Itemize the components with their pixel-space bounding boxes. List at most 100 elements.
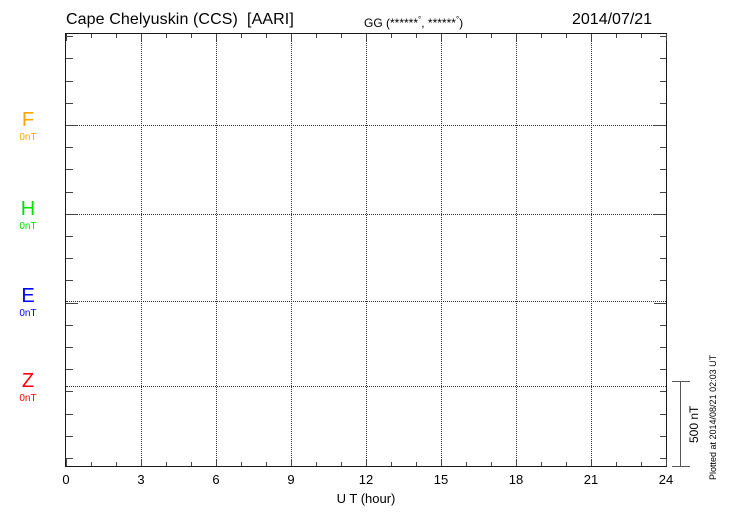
component-letter: F	[21, 109, 35, 131]
y-minor-tick-right	[660, 347, 666, 348]
geographic-coordinates: GG (******°, ******°)	[364, 15, 463, 30]
x-minor-tick-top	[391, 34, 392, 38]
x-major-tick-top	[366, 34, 367, 41]
y-minor-tick	[66, 103, 73, 104]
component-baseline-unit: 0nT	[19, 221, 37, 232]
y-baseline-tick-right	[654, 303, 666, 304]
component-baseline-unit: 0nT	[19, 132, 37, 143]
component-label-e: E 0nT	[2, 286, 62, 320]
coords-latitude: ******	[390, 16, 419, 30]
x-tick-label: 12	[358, 472, 374, 487]
y-baseline-tick-right	[654, 214, 666, 215]
x-major-tick	[366, 459, 367, 466]
y-minor-tick	[66, 280, 73, 281]
y-minor-tick	[66, 58, 73, 59]
x-minor-tick	[116, 462, 117, 466]
x-major-tick	[216, 459, 217, 466]
y-minor-tick	[66, 81, 73, 82]
component-label-h: H 0nT	[2, 199, 62, 233]
x-major-tick-top	[141, 34, 142, 41]
plotted-at-timestamp: Plotted at 2014/08/21 02:03 UT	[708, 354, 718, 480]
y-minor-tick	[66, 169, 73, 170]
y-minor-tick	[66, 347, 73, 348]
x-minor-tick	[491, 462, 492, 466]
x-major-tick-top	[66, 34, 67, 41]
y-minor-tick-right	[660, 192, 666, 193]
y-minor-tick	[66, 369, 73, 370]
y-minor-tick-right	[660, 414, 666, 415]
y-minor-tick-right	[660, 36, 666, 37]
x-minor-tick-top	[341, 34, 342, 38]
component-letter: E	[21, 285, 35, 307]
y-baseline-tick	[66, 125, 78, 126]
x-minor-tick	[566, 462, 567, 466]
y-minor-tick-right	[660, 258, 666, 259]
x-major-tick	[66, 459, 67, 466]
x-major-tick-top	[591, 34, 592, 41]
x-major-tick	[141, 459, 142, 466]
scale-bar-bottom-cap	[672, 466, 690, 467]
y-minor-tick-right	[660, 58, 666, 59]
x-minor-tick	[191, 462, 192, 466]
x-tick-label: 18	[508, 472, 524, 487]
x-minor-tick-top	[316, 34, 317, 38]
observation-date: 2014/07/21	[572, 11, 653, 28]
x-tick-label: 6	[212, 472, 220, 487]
y-minor-tick-right	[660, 391, 666, 392]
x-minor-tick-top	[541, 34, 542, 38]
x-major-tick	[591, 459, 592, 466]
baseline-f	[66, 125, 666, 126]
y-minor-tick	[66, 236, 73, 237]
vertical-gridline	[216, 34, 217, 466]
scale-bar-stem	[680, 381, 681, 467]
y-minor-tick-right	[660, 280, 666, 281]
y-minor-tick-right	[660, 81, 666, 82]
degree-symbol-lat: °	[418, 15, 422, 24]
x-tick-label: 24	[658, 472, 674, 487]
x-minor-tick	[316, 462, 317, 466]
vertical-gridline	[291, 34, 292, 466]
y-minor-tick	[66, 36, 73, 37]
x-minor-tick-top	[616, 34, 617, 38]
x-tick-label: 9	[287, 472, 295, 487]
y-minor-tick	[66, 192, 73, 193]
vertical-gridline	[441, 34, 442, 466]
x-minor-tick	[241, 462, 242, 466]
baseline-h	[66, 214, 666, 215]
component-baseline-unit: 0nT	[19, 308, 37, 319]
scale-bar-label: 500 nT	[687, 405, 701, 443]
x-minor-tick-top	[241, 34, 242, 38]
y-minor-tick-right	[660, 147, 666, 148]
x-minor-tick	[466, 462, 467, 466]
x-minor-tick	[266, 462, 267, 466]
x-minor-tick-top	[191, 34, 192, 38]
y-minor-tick-right	[660, 369, 666, 370]
component-label-z: Z 0nT	[2, 371, 62, 405]
x-major-tick-top	[666, 34, 667, 41]
plot-area	[65, 33, 667, 467]
scale-bar	[672, 381, 690, 467]
x-major-tick	[666, 459, 667, 466]
x-minor-tick-top	[166, 34, 167, 38]
y-minor-tick	[66, 391, 73, 392]
x-tick-label: 0	[62, 472, 70, 487]
x-major-tick	[441, 459, 442, 466]
x-minor-tick-top	[466, 34, 467, 38]
component-label-f: F 0nT	[2, 110, 62, 144]
baseline-z	[66, 386, 666, 387]
coords-longitude: ******	[427, 16, 456, 30]
coords-prefix: GG (	[364, 16, 390, 30]
y-minor-tick-right	[660, 436, 666, 437]
x-minor-tick-top	[641, 34, 642, 38]
x-major-tick-top	[516, 34, 517, 41]
x-major-tick	[516, 459, 517, 466]
x-minor-tick-top	[416, 34, 417, 38]
x-major-tick-top	[291, 34, 292, 41]
component-letter: Z	[21, 370, 35, 392]
y-minor-tick	[66, 414, 73, 415]
coords-separator: ,	[421, 16, 428, 30]
y-minor-tick	[66, 458, 73, 459]
y-minor-tick	[66, 325, 73, 326]
scale-bar-top-cap	[672, 381, 690, 382]
x-major-tick	[291, 459, 292, 466]
